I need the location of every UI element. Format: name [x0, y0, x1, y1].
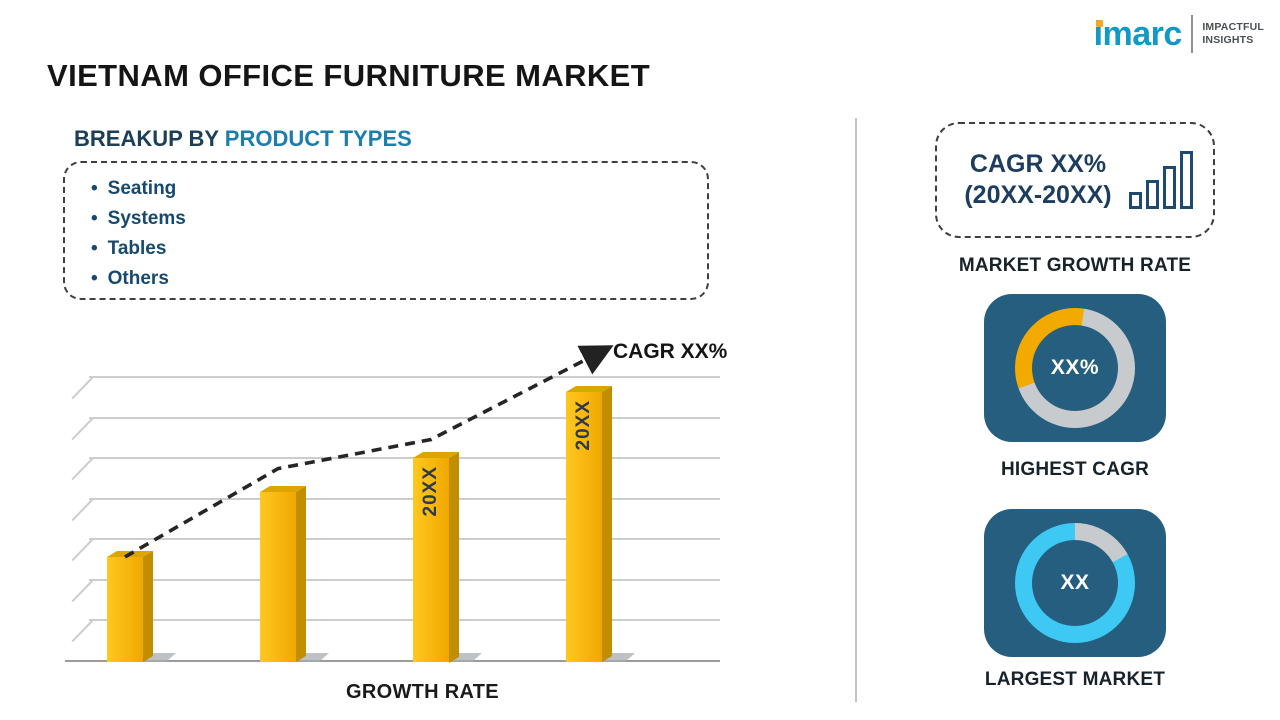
highest-cagr-donut: XX%: [1015, 308, 1135, 428]
chart-bar-1: [107, 550, 153, 662]
gridline: [89, 578, 720, 581]
cagr-box-line2: (20XX-20XX): [964, 181, 1112, 209]
cagr-box: CAGR XX% (20XX-20XX): [935, 122, 1215, 238]
breakup-heading: BREAKUP BY PRODUCT TYPES: [74, 126, 412, 152]
product-types-box: Seating Systems Tables Others: [63, 161, 709, 300]
chart-bar-2: [260, 485, 306, 662]
product-type-item: Tables: [91, 234, 707, 264]
chart-cagr-label: CAGR XX%: [613, 340, 728, 363]
logo-tagline: IMPACTFUL INSIGHTS: [1202, 21, 1264, 47]
gridline: [89, 376, 720, 378]
donut-hole: XX: [1032, 540, 1118, 626]
imarc-wordmark: imarc: [1093, 15, 1183, 53]
bar-side-face: [296, 485, 306, 662]
gridline: [89, 457, 720, 460]
breakup-heading-highlight: PRODUCT TYPES: [224, 126, 412, 151]
imarc-logo: imarc IMPACTFUL INSIGHTS: [1094, 15, 1264, 53]
largest-market-label: LARGEST MARKET: [984, 669, 1166, 690]
gridline: [89, 416, 720, 419]
chart-floor-line: [65, 660, 720, 662]
logo-orange-dot-icon: [1095, 19, 1104, 27]
product-type-item: Systems: [91, 204, 707, 234]
bar-year-label: 20XX: [573, 400, 594, 451]
x-axis-label: GROWTH RATE: [346, 681, 499, 703]
section-divider: [855, 118, 857, 702]
breakup-heading-prefix: BREAKUP BY: [74, 126, 219, 151]
bar-side-face: [602, 386, 612, 662]
logo-tagline-line2: INSIGHTS: [1202, 34, 1254, 46]
gridline: [89, 619, 720, 622]
chart-plot-area: 20XX 20XX: [65, 376, 720, 662]
logo-divider: [1190, 15, 1194, 53]
largest-market-tile: XX: [984, 509, 1166, 657]
largest-market-donut: XX: [1015, 523, 1135, 643]
product-types-list: Seating Systems Tables Others: [91, 174, 707, 294]
highest-cagr-value: XX%: [1050, 356, 1100, 379]
growth-rate-chart: 20XX 20XX CAGR XX% GROWTH RATE: [65, 340, 765, 720]
cagr-box-line1: CAGR XX%: [969, 150, 1107, 178]
logo-brand-text: imarc: [1093, 15, 1183, 53]
highest-cagr-label: HIGHEST CAGR: [1000, 459, 1150, 480]
bar-side-face: [143, 550, 153, 662]
market-growth-rate-label: MARKET GROWTH RATE: [958, 255, 1192, 276]
chart-bar-4: 20XX: [566, 386, 612, 662]
bar-chart-icon: [1129, 151, 1193, 209]
page-title: VIETNAM OFFICE FURNITURE MARKET: [47, 58, 651, 93]
largest-market-value: XX: [1060, 571, 1090, 594]
product-type-item: Others: [91, 264, 707, 294]
cagr-box-text: CAGR XX% (20XX-20XX): [957, 149, 1119, 211]
highest-cagr-tile: XX%: [984, 294, 1166, 442]
chart-bar-3: 20XX: [413, 451, 459, 662]
bar-side-face: [449, 451, 459, 662]
bar-year-label: 20XX: [420, 465, 441, 516]
logo-tagline-line1: IMPACTFUL: [1202, 20, 1264, 33]
product-type-item: Seating: [91, 174, 707, 204]
donut-hole: XX%: [1032, 325, 1118, 411]
gridline: [89, 538, 720, 541]
gridline: [89, 497, 720, 500]
